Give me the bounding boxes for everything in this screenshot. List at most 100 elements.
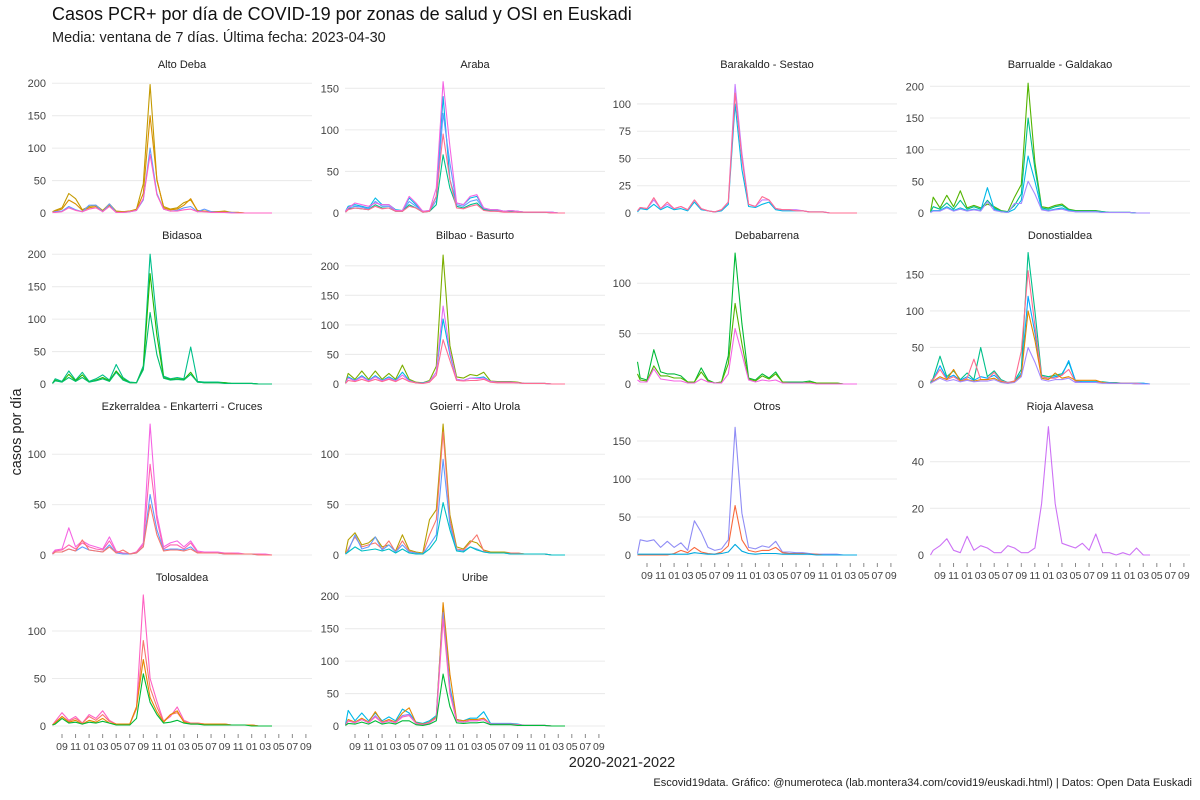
y-tick-label: 100 bbox=[906, 145, 924, 157]
y-tick-label: 100 bbox=[613, 99, 631, 111]
panel-araba: Araba 0 50 100 150 bbox=[321, 59, 605, 220]
panel-title: Araba bbox=[460, 59, 490, 71]
chart-caption: Escovid19data. Gráfico: @numeroteca (lab… bbox=[653, 777, 1192, 789]
x-tick-label: 03 bbox=[1056, 570, 1068, 582]
x-tick-label: 07 bbox=[287, 741, 299, 753]
y-tick-label: 25 bbox=[619, 181, 631, 193]
panel-title: Barrualde - Galdakao bbox=[1008, 59, 1113, 71]
x-tick-label: 11 bbox=[948, 570, 959, 582]
y-tick-label: 0 bbox=[918, 550, 924, 562]
x-tick-label: 01 bbox=[376, 741, 388, 753]
y-tick-label: 200 bbox=[906, 81, 924, 93]
y-tick-label: 150 bbox=[28, 282, 46, 294]
x-tick-label: 07 bbox=[1165, 570, 1177, 582]
x-tick-label: 05 bbox=[1151, 570, 1163, 582]
x-tick-label: 03 bbox=[763, 570, 775, 582]
series-line bbox=[930, 346, 1150, 385]
series-line bbox=[52, 594, 272, 727]
x-tick-label: 03 bbox=[682, 570, 694, 582]
y-tick-label: 0 bbox=[40, 379, 46, 391]
x-tick-label: 03 bbox=[178, 741, 190, 753]
x-tick-label: 07 bbox=[709, 570, 721, 582]
y-tick-label: 150 bbox=[321, 83, 339, 95]
x-tick-label: 03 bbox=[1137, 570, 1149, 582]
x-tick-label: 11 bbox=[151, 741, 162, 753]
series-line bbox=[637, 328, 857, 385]
x-tick-label: 03 bbox=[97, 741, 109, 753]
panel-title: Goierri - Alto Urola bbox=[430, 401, 521, 413]
panel-barakaldo-sestao: Barakaldo - Sestao 0 25 50 75 100 bbox=[613, 59, 897, 220]
x-tick-label: 01 bbox=[246, 741, 258, 753]
x-tick-label: 01 bbox=[750, 570, 762, 582]
y-tick-label: 0 bbox=[625, 208, 631, 220]
series-line bbox=[52, 673, 272, 727]
series-line bbox=[930, 426, 1150, 556]
y-tick-label: 100 bbox=[613, 278, 631, 290]
y-tick-label: 0 bbox=[918, 208, 924, 220]
x-tick-label: 11 bbox=[736, 570, 747, 582]
x-tick-label: 09 bbox=[1015, 570, 1027, 582]
y-tick-label: 100 bbox=[28, 314, 46, 326]
x-tick-label: 01 bbox=[83, 741, 95, 753]
x-tick-label: 01 bbox=[831, 570, 843, 582]
y-tick-label: 100 bbox=[28, 449, 46, 461]
x-tick-label: 09 bbox=[1097, 570, 1109, 582]
y-tick-label: 0 bbox=[40, 721, 46, 733]
x-tick-label: 09 bbox=[593, 741, 605, 753]
series-line bbox=[929, 82, 1150, 214]
chart-title: Casos PCR+ por día de COVID-19 por zonas… bbox=[52, 4, 632, 24]
x-tick-label: 03 bbox=[844, 570, 856, 582]
x-tick-label: 01 bbox=[1124, 570, 1136, 582]
panel-alto-deba: Alto Deba 0 50 100 150 200 bbox=[28, 59, 312, 220]
x-tick-label: 05 bbox=[403, 741, 415, 753]
series-line bbox=[344, 602, 565, 727]
y-tick-label: 0 bbox=[40, 550, 46, 562]
series-line bbox=[345, 133, 565, 214]
x-tick-label: 05 bbox=[777, 570, 789, 582]
y-tick-label: 0 bbox=[333, 550, 339, 562]
series-line bbox=[52, 493, 272, 556]
y-tick-label: 50 bbox=[327, 689, 339, 701]
panel-title: Uribe bbox=[462, 572, 488, 584]
y-tick-label: 0 bbox=[918, 379, 924, 391]
y-tick-label: 75 bbox=[619, 126, 631, 138]
y-tick-label: 0 bbox=[625, 550, 631, 562]
x-tick-label: 09 bbox=[219, 741, 231, 753]
panel-title: Tolosaldea bbox=[156, 572, 209, 584]
series-line bbox=[52, 639, 272, 727]
y-tick-label: 150 bbox=[28, 111, 46, 123]
x-tick-label: 09 bbox=[934, 570, 946, 582]
x-tick-label: 07 bbox=[790, 570, 802, 582]
series-line bbox=[345, 431, 565, 556]
y-tick-label: 200 bbox=[321, 261, 339, 273]
panel-title: Bidasoa bbox=[162, 230, 203, 242]
y-tick-label: 0 bbox=[333, 208, 339, 220]
x-tick-label: 09 bbox=[885, 570, 897, 582]
series-line bbox=[345, 305, 565, 385]
x-tick-label: 07 bbox=[498, 741, 510, 753]
series-line bbox=[930, 270, 1150, 385]
panel-bidasoa: Bidasoa 0 50 100 150 200 bbox=[28, 230, 312, 391]
x-tick-label: 01 bbox=[961, 570, 973, 582]
y-tick-label: 100 bbox=[321, 449, 339, 461]
series-line bbox=[345, 112, 565, 214]
x-tick-label: 09 bbox=[300, 741, 312, 753]
x-axis-label: 2020-2021-2022 bbox=[568, 755, 676, 771]
series-line bbox=[52, 312, 272, 385]
series-line bbox=[636, 426, 857, 556]
x-tick-label: 07 bbox=[124, 741, 136, 753]
series-line bbox=[636, 302, 857, 385]
y-tick-label: 50 bbox=[34, 674, 46, 686]
series-line bbox=[637, 92, 857, 214]
panel-title: Rioja Alavesa bbox=[1027, 401, 1095, 413]
x-tick-label: 01 bbox=[539, 741, 551, 753]
series-line bbox=[345, 673, 565, 727]
x-tick-label: 03 bbox=[471, 741, 483, 753]
y-tick-label: 150 bbox=[906, 269, 924, 281]
series-line bbox=[637, 543, 857, 556]
y-tick-label: 200 bbox=[28, 249, 46, 261]
x-tick-label: 01 bbox=[458, 741, 470, 753]
y-tick-label: 40 bbox=[912, 457, 924, 469]
x-tick-label: 09 bbox=[56, 741, 68, 753]
